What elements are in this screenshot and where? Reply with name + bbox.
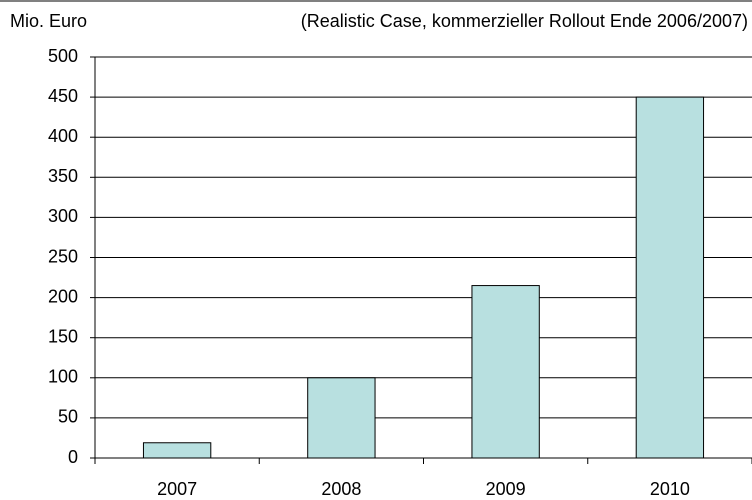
y-axis-label: Mio. Euro bbox=[10, 11, 87, 31]
bar bbox=[471, 285, 540, 459]
y-tick-label: 400 bbox=[48, 126, 78, 146]
y-tick-label: 50 bbox=[58, 407, 78, 427]
bar bbox=[635, 96, 705, 459]
x-tick-label: 2009 bbox=[486, 479, 526, 499]
bar bbox=[142, 442, 212, 459]
bar bbox=[307, 377, 376, 459]
y-tick-label: 0 bbox=[68, 447, 78, 467]
y-tick-label: 450 bbox=[48, 86, 78, 106]
y-tick-label: 250 bbox=[48, 246, 78, 266]
x-tick-label: 2007 bbox=[157, 479, 197, 499]
y-tick-label: 200 bbox=[48, 286, 78, 306]
subtitle: (Realistic Case, kommerzieller Rollout E… bbox=[301, 11, 748, 31]
y-tick-label: 300 bbox=[48, 206, 78, 226]
x-tick-label: 2010 bbox=[650, 479, 690, 499]
y-tick-label: 500 bbox=[48, 46, 78, 66]
x-tick-label: 2008 bbox=[321, 479, 361, 499]
y-tick-label: 150 bbox=[48, 326, 78, 346]
y-tick-label: 350 bbox=[48, 166, 78, 186]
y-tick-label: 100 bbox=[48, 367, 78, 387]
